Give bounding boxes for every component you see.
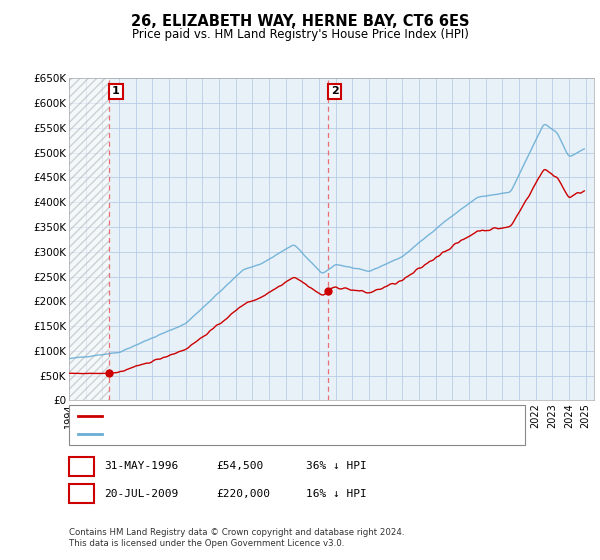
Text: 20-JUL-2009: 20-JUL-2009: [104, 489, 178, 499]
Text: Price paid vs. HM Land Registry's House Price Index (HPI): Price paid vs. HM Land Registry's House …: [131, 28, 469, 41]
Text: HPI: Average price, detached house, Canterbury: HPI: Average price, detached house, Cant…: [106, 429, 358, 439]
Text: 26, ELIZABETH WAY, HERNE BAY, CT6 6ES: 26, ELIZABETH WAY, HERNE BAY, CT6 6ES: [131, 14, 469, 29]
Text: £220,000: £220,000: [216, 489, 270, 499]
Text: 2: 2: [77, 487, 86, 501]
Text: 16% ↓ HPI: 16% ↓ HPI: [306, 489, 367, 499]
Text: Contains HM Land Registry data © Crown copyright and database right 2024.
This d: Contains HM Land Registry data © Crown c…: [69, 528, 404, 548]
Bar: [69, 78, 109, 400]
Text: £54,500: £54,500: [216, 461, 263, 472]
Text: 26, ELIZABETH WAY, HERNE BAY, CT6 6ES (detached house): 26, ELIZABETH WAY, HERNE BAY, CT6 6ES (d…: [106, 411, 419, 421]
Text: 1: 1: [77, 460, 86, 473]
Text: 1: 1: [112, 86, 120, 96]
Text: 36% ↓ HPI: 36% ↓ HPI: [306, 461, 367, 472]
Text: 2: 2: [331, 86, 339, 96]
Text: 31-MAY-1996: 31-MAY-1996: [104, 461, 178, 472]
